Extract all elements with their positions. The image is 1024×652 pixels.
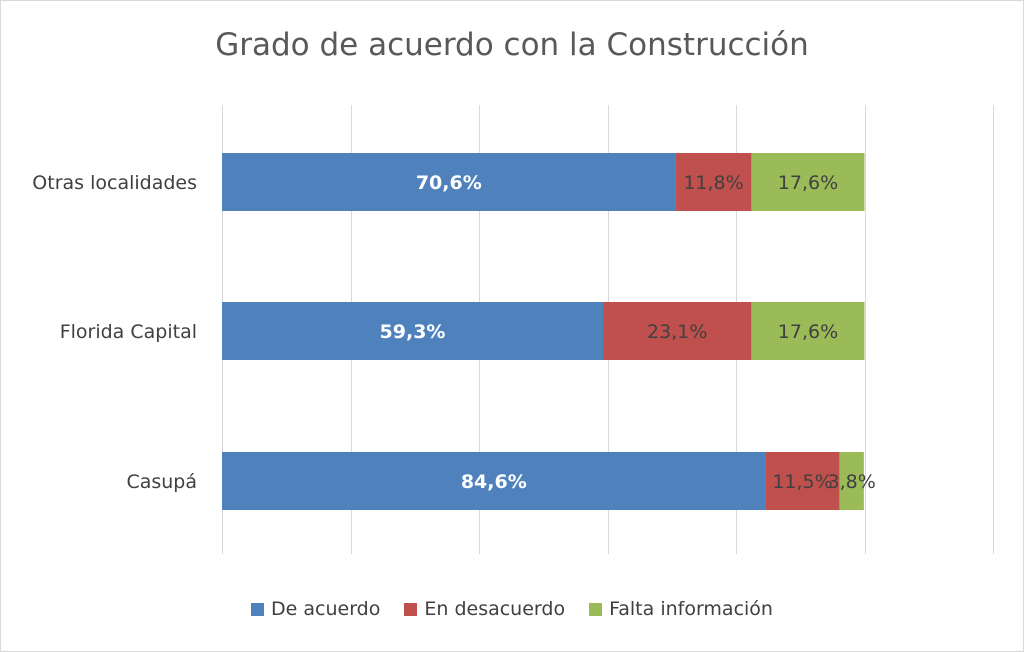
bar-segment [222,302,604,360]
category-label: Florida Capital [60,321,197,343]
data-label: 23,1% [647,321,707,343]
bar-segment [675,153,752,211]
data-label: 11,5% [772,471,832,493]
data-label: 84,6% [461,471,527,493]
legend-label-en-desacuerdo: En desacuerdo [424,598,566,620]
data-label: 59,3% [380,321,446,343]
bar-segment [839,452,864,510]
legend-swatch-falta-informacion [589,602,603,616]
legend-swatch-en-desacuerdo [404,602,418,616]
bar-segment [765,452,840,510]
data-label: 17,6% [778,321,838,343]
legend-item-de-acuerdo: De acuerdo [251,598,380,620]
category-label: Otras localidades [32,172,197,194]
data-label: 17,6% [778,172,838,194]
legend-item-falta-informacion: Falta información [589,598,773,620]
legend-label-falta-informacion: Falta información [609,598,773,620]
legend-swatch-de-acuerdo [251,602,265,616]
data-label: 70,6% [416,172,482,194]
data-label: 3,8% [828,471,876,493]
bar-segment [751,302,865,360]
bar-segment [603,302,752,360]
data-label: 11,8% [683,172,743,194]
bar-segment [222,452,766,510]
chart-title: Grado de acuerdo con la Construcción [215,27,809,63]
legend-label-de-acuerdo: De acuerdo [271,598,381,620]
chart-legend: De acuerdo En desacuerdo Falta informaci… [1,598,1023,620]
bar-segment [222,153,676,211]
legend-item-en-desacuerdo: En desacuerdo [404,598,565,620]
bar-segment [751,153,865,211]
category-label: Casupá [126,471,197,493]
